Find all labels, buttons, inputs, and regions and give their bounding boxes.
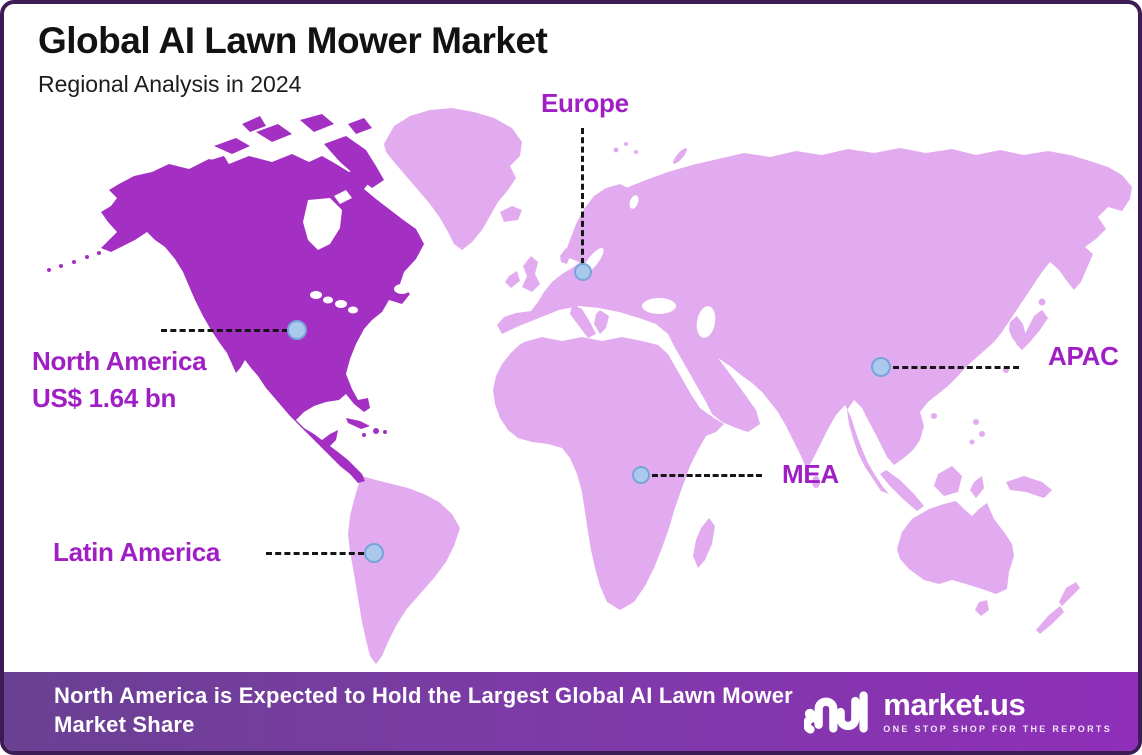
africa-shape bbox=[493, 337, 724, 610]
connector-north-america bbox=[161, 329, 288, 332]
south-america-shape bbox=[348, 476, 460, 664]
marker-north-america bbox=[287, 320, 307, 340]
label-north-america-name: North America bbox=[32, 346, 207, 376]
uk-shape bbox=[522, 256, 540, 292]
footer-caption: North America is Expected to Hold the La… bbox=[54, 683, 793, 737]
eurasia-shape bbox=[497, 148, 1132, 494]
connector-europe bbox=[581, 128, 584, 264]
marker-apac bbox=[871, 357, 891, 377]
logo-tagline: ONE STOP SHOP FOR THE REPORTS bbox=[883, 724, 1112, 734]
page-title: Global AI Lawn Mower Market bbox=[38, 20, 548, 61]
greenland-shape bbox=[384, 108, 522, 250]
page-subtitle: Regional Analysis in 2024 bbox=[38, 71, 302, 97]
scandinavia-shape bbox=[564, 184, 644, 283]
connector-mea bbox=[652, 474, 762, 477]
label-north-america: North America US$ 1.64 bn bbox=[32, 346, 207, 414]
australia-shape bbox=[897, 501, 1014, 594]
sea-overlays bbox=[303, 190, 716, 338]
header: Global AI Lawn Mower Market Regional Ana… bbox=[38, 20, 548, 98]
label-north-america-value: US$ 1.64 bn bbox=[32, 383, 177, 413]
north-america-shape bbox=[101, 154, 424, 483]
connector-apac bbox=[893, 366, 1019, 369]
marketus-logo-icon bbox=[804, 690, 868, 734]
world-map bbox=[47, 108, 1132, 664]
label-europe: Europe bbox=[541, 88, 629, 118]
japan-shape bbox=[1016, 310, 1048, 350]
marker-europe bbox=[574, 263, 592, 281]
region-light-landmasses bbox=[348, 108, 1132, 664]
marker-latin-america bbox=[364, 543, 384, 563]
label-mea: MEA bbox=[782, 459, 839, 489]
logo-text-wrap: market.us ONE STOP SHOP FOR THE REPORTS bbox=[883, 689, 1112, 734]
footer-bar: North America is Expected to Hold the La… bbox=[4, 672, 1138, 751]
label-latin-america: Latin America bbox=[53, 537, 221, 567]
marker-mea bbox=[632, 466, 650, 484]
region-north-america-highlight bbox=[47, 114, 424, 483]
logo-name: market.us bbox=[883, 687, 1026, 722]
connector-latin-america bbox=[266, 552, 364, 555]
marketus-logo: market.us ONE STOP SHOP FOR THE REPORTS bbox=[804, 686, 1112, 738]
madagascar-shape bbox=[693, 518, 715, 568]
label-apac: APAC bbox=[1048, 341, 1119, 371]
